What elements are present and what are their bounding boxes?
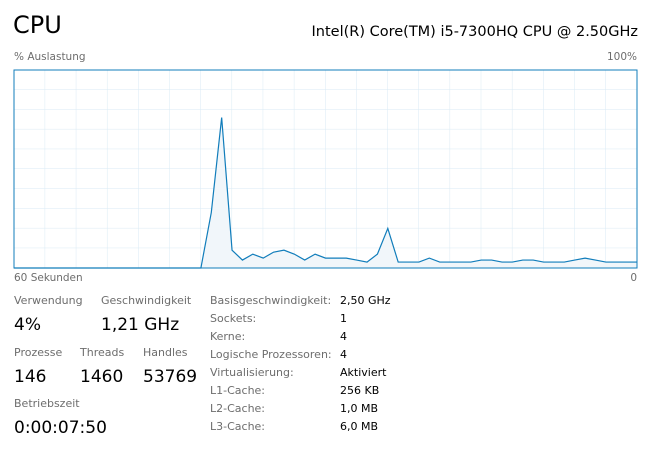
detail-label: Virtualisierung: — [210, 366, 294, 379]
stat-label: Handles — [143, 346, 188, 359]
detail-label: L2-Cache: — [210, 402, 265, 415]
stat-label: Betriebszeit — [14, 397, 80, 410]
stat-label: Verwendung — [14, 294, 83, 307]
x-tick-label: 60 Sekunden — [14, 272, 83, 284]
detail-value: 6,0 MB — [340, 420, 378, 433]
detail-value: 4 — [340, 330, 347, 343]
y-axis-label: % Auslastung — [14, 51, 86, 63]
stat-value: 53769 — [143, 367, 197, 387]
grid — [14, 70, 637, 268]
detail-label: Basisgeschwindigkeit: — [210, 294, 331, 307]
detail-value: 2,50 GHz — [340, 294, 391, 307]
detail-value: 1,0 MB — [340, 402, 378, 415]
chart-frame — [13, 69, 638, 269]
detail-label: L1-Cache: — [210, 384, 265, 397]
detail-value: Aktiviert — [340, 366, 387, 379]
stat-label: Geschwindigkeit — [101, 294, 192, 307]
stat-value: 1460 — [80, 367, 123, 387]
stat-value: 4% — [14, 315, 41, 335]
stat-label: Threads — [79, 346, 124, 359]
detail-value: 256 KB — [340, 384, 379, 397]
stat-value: 1,21 GHz — [101, 315, 179, 335]
detail-value: 4 — [340, 348, 347, 361]
stat-label: Prozesse — [14, 346, 62, 359]
stat-value: 146 — [14, 367, 46, 387]
detail-label: L3-Cache: — [210, 420, 265, 433]
stat-value: 0:00:07:50 — [14, 418, 107, 438]
detail-label: Sockets: — [210, 312, 256, 325]
title: CPU — [13, 11, 62, 39]
detail-label: Kerne: — [210, 330, 245, 343]
detail-value: 1 — [340, 312, 347, 325]
processor: Intel(R) Core(TM) i5-7300HQ CPU @ 2.50GH… — [312, 24, 639, 40]
detail-label: Logische Prozessoren: — [210, 348, 332, 361]
x-tick-label: 0 — [630, 272, 637, 284]
y-tick-label: 100% — [607, 51, 637, 63]
